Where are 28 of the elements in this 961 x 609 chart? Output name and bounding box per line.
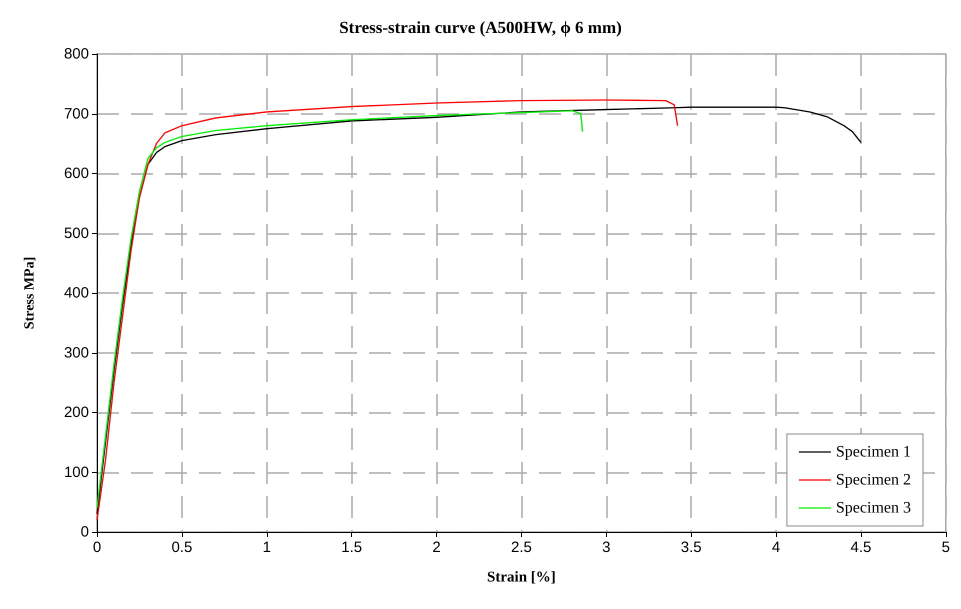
x-tick-label: 3.5 xyxy=(680,539,702,556)
x-tick-label: 2.5 xyxy=(510,539,532,556)
legend-label: Specimen 1 xyxy=(836,444,911,460)
chart-title: Stress-strain curve (A500HW, ϕ 6 mm) xyxy=(339,18,622,37)
x-tick-label: 0 xyxy=(92,539,102,556)
x-tick-label: 1.5 xyxy=(341,539,362,556)
x-axis-title: Strain [%] xyxy=(487,570,556,586)
x-tick-label: 4.5 xyxy=(850,539,872,556)
y-tick-label: 700 xyxy=(64,105,89,122)
x-tick-label: 5 xyxy=(942,539,950,556)
line-series xyxy=(96,110,584,509)
y-tick-label: 500 xyxy=(64,224,89,242)
line-series xyxy=(96,99,678,521)
x-tick-label: 0.5 xyxy=(171,539,192,556)
x-tick-label: 2 xyxy=(432,539,441,556)
y-tick-label: 600 xyxy=(64,165,89,182)
y-tick-label: 0 xyxy=(80,524,89,540)
x-tick-label: 3 xyxy=(602,539,610,556)
y-tick-label: 300 xyxy=(64,344,89,362)
legend-label: Specimen 3 xyxy=(836,500,911,516)
x-tick-label: 1 xyxy=(262,539,271,556)
x-tick-label: 4 xyxy=(772,539,780,556)
legend-label: Specimen 2 xyxy=(836,472,911,488)
y-tick-label: 800 xyxy=(64,46,89,62)
y-tick-label: 400 xyxy=(64,284,89,302)
y-axis-title: Stress MPa] xyxy=(22,256,38,330)
y-tick-label: 200 xyxy=(64,404,89,421)
y-tick-label: 100 xyxy=(64,464,89,481)
